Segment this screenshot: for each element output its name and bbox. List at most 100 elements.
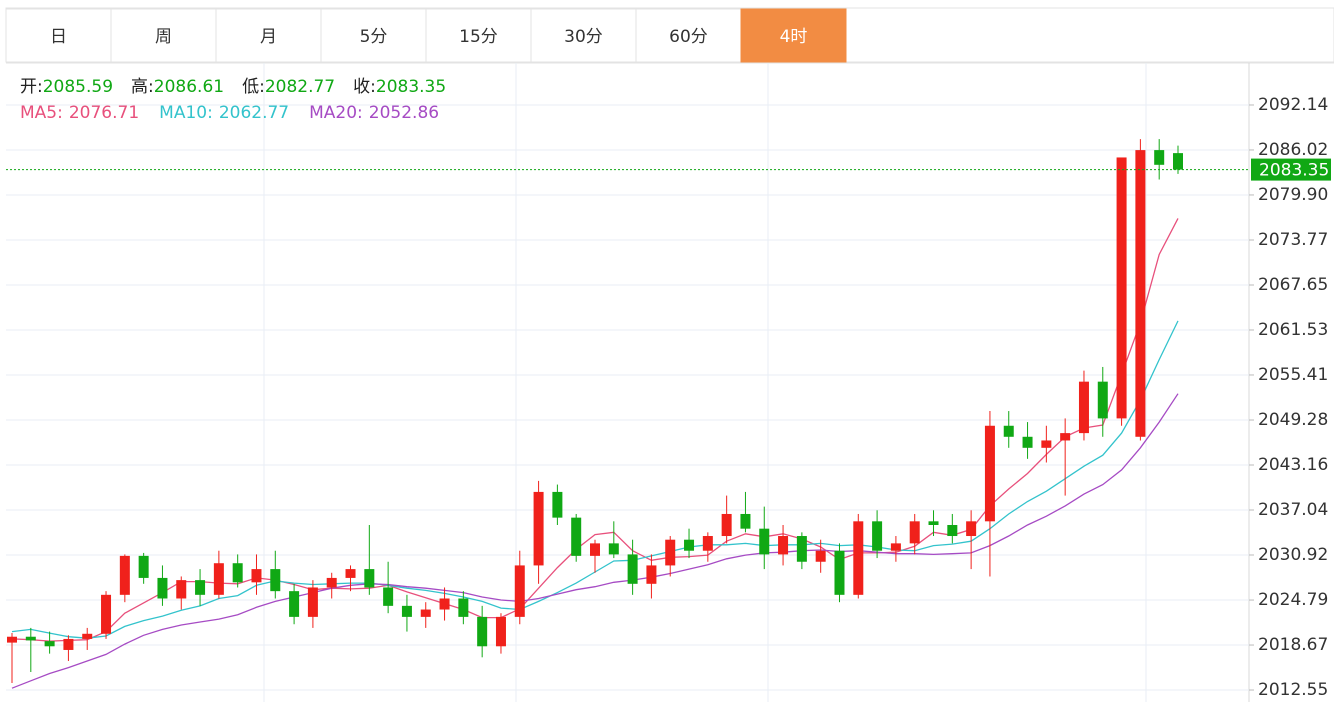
info-value: 2085.59 [43, 77, 113, 97]
candle-body [909, 521, 920, 544]
candle-body [1003, 425, 1014, 437]
info-value: 2082.77 [265, 77, 335, 97]
candle-body [740, 513, 751, 529]
candle-body [251, 569, 262, 583]
candle-body [514, 565, 525, 617]
candle-body [684, 539, 695, 551]
candle-body [195, 580, 206, 595]
candle-body [44, 641, 55, 647]
candle-body [759, 528, 770, 555]
ma-label: MA20: [309, 103, 363, 123]
candle-body [439, 598, 450, 610]
candle-body [834, 550, 845, 595]
candle-body [326, 577, 337, 588]
candle-body [138, 555, 149, 578]
candle-body [533, 491, 544, 566]
candle-body [872, 521, 883, 551]
y-tick-label: 2092.14 [1258, 95, 1328, 115]
tab-label[interactable]: 日 [50, 27, 67, 47]
tab[interactable] [215, 8, 322, 63]
candle-body [420, 609, 431, 617]
candle-body [966, 521, 977, 537]
y-tick-label: 2024.79 [1258, 590, 1328, 610]
ma-value: 2052.86 [369, 103, 439, 123]
info-value: 2086.61 [154, 77, 224, 97]
candle-body [270, 569, 281, 592]
candle-body [815, 550, 826, 562]
candle-body [627, 554, 638, 584]
candle-body [364, 569, 375, 588]
ma-value: 2062.77 [219, 103, 289, 123]
y-tick-label: 2037.04 [1258, 500, 1328, 520]
candle-body [157, 577, 168, 599]
y-tick-label: 2073.77 [1258, 230, 1328, 250]
info-label: 高: [131, 77, 154, 97]
candle-body [307, 587, 318, 617]
candle-body [1022, 436, 1033, 448]
y-tick-label: 2030.92 [1258, 545, 1328, 565]
candle-body [345, 569, 356, 578]
candle-body [1135, 150, 1146, 437]
tab-label[interactable]: 30分 [564, 27, 603, 47]
candle-body [25, 636, 36, 641]
ma-line [11, 320, 1179, 639]
tab-label[interactable]: 60分 [669, 27, 708, 47]
tab[interactable] [425, 8, 532, 63]
candle-body [1116, 157, 1127, 419]
candle-body [1041, 440, 1052, 448]
ma-line [11, 393, 1179, 689]
info-label: 开: [20, 77, 43, 97]
last-price-label: 2083.35 [1259, 161, 1329, 181]
candle-body [401, 605, 412, 617]
tab-label[interactable]: 15分 [459, 27, 498, 47]
candle-body [552, 491, 563, 518]
candle-body [495, 616, 506, 647]
y-tick-label: 2018.67 [1258, 635, 1328, 655]
candle-body [176, 580, 187, 599]
y-tick-label: 2043.16 [1258, 455, 1328, 475]
tab-label[interactable]: 4时 [780, 27, 808, 47]
ma-label: MA5: [20, 103, 63, 123]
y-tick-label: 2012.55 [1258, 680, 1328, 700]
candle-body [1173, 153, 1183, 170]
candle-body [590, 543, 600, 556]
candle-body [232, 563, 243, 583]
candle-body [947, 524, 958, 537]
ma-value: 2076.71 [69, 103, 139, 123]
candle-body [796, 536, 807, 562]
candle-body [213, 563, 224, 595]
ma-label: MA10: [159, 103, 213, 123]
candle-body [101, 594, 112, 634]
candle-body [571, 517, 582, 556]
candle-body [665, 539, 676, 566]
tab-label[interactable]: 月 [260, 27, 277, 47]
candle-body [1097, 381, 1108, 419]
candle-body [477, 616, 488, 647]
candle-body [82, 633, 93, 639]
candle-body [458, 598, 469, 617]
candle-body [890, 543, 901, 551]
tab[interactable] [740, 8, 847, 63]
y-tick-label: 2086.02 [1258, 140, 1328, 160]
candle-body [646, 565, 657, 584]
info-label: 收: [353, 77, 376, 97]
ma-line [11, 218, 1179, 642]
candle-body [853, 521, 864, 595]
candle-body [289, 591, 300, 617]
tab-label[interactable]: 5分 [360, 27, 388, 47]
candle-body [63, 638, 74, 650]
candle-body [7, 636, 17, 643]
candle-body [1060, 433, 1071, 441]
y-tick-label: 2067.65 [1258, 275, 1328, 295]
tab[interactable] [320, 8, 427, 63]
tab-label[interactable]: 周 [155, 27, 172, 47]
tab[interactable] [635, 8, 742, 63]
tab[interactable] [530, 8, 637, 63]
y-tick-label: 2061.53 [1258, 320, 1328, 340]
tab[interactable] [110, 8, 217, 63]
candle-body [721, 513, 732, 537]
candle-body [383, 587, 394, 606]
candle-body [608, 543, 619, 555]
info-label: 低: [242, 77, 265, 97]
